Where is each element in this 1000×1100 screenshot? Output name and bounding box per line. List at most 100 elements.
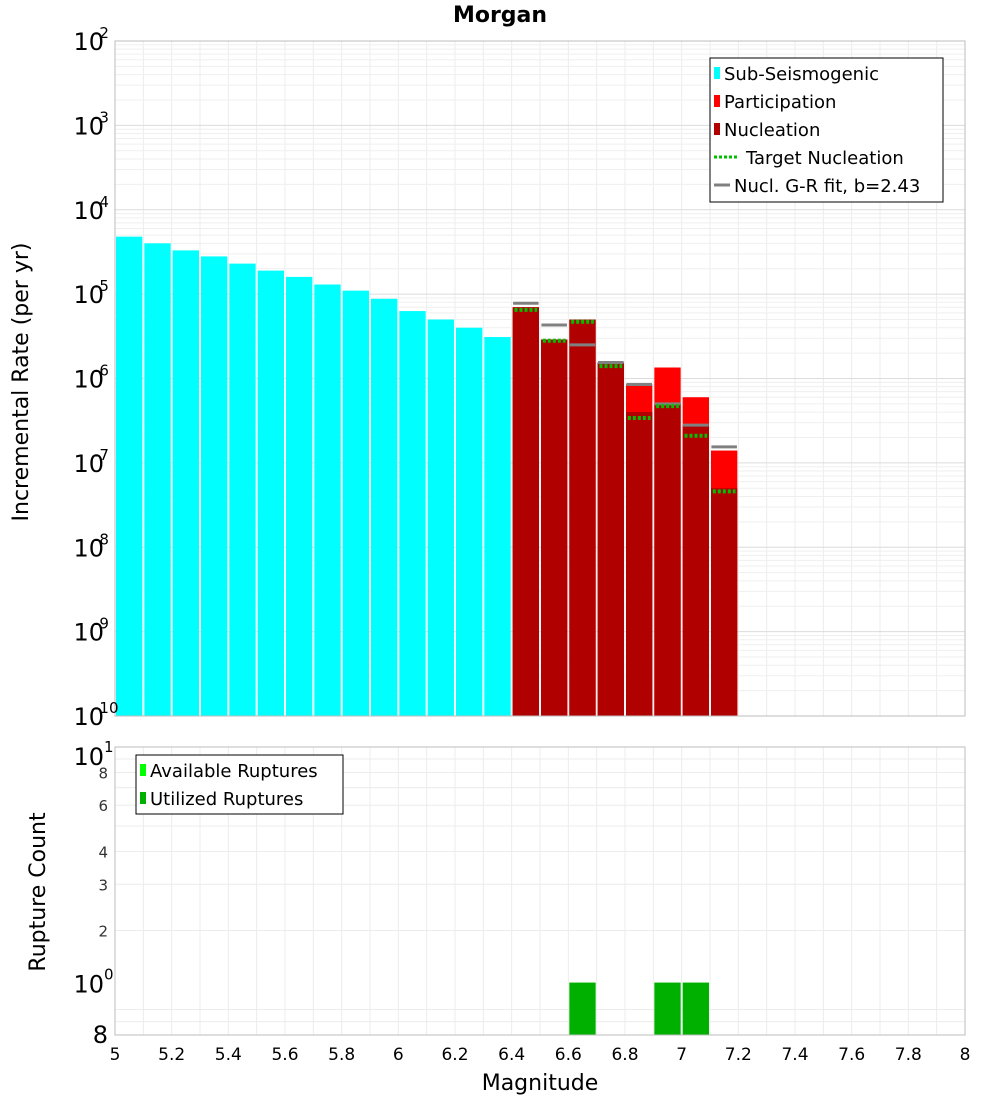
- y-minor-tick-label: 2: [98, 923, 108, 941]
- y-tick-label: 10-7: [73, 446, 109, 478]
- legend-swatch: [140, 764, 146, 776]
- legend-item: Nucl. G-R fit, b=2.43: [714, 176, 920, 197]
- bottom-plot-frame: [114, 746, 966, 1036]
- y-tick-base: 10: [73, 28, 104, 56]
- top-bars: [116, 236, 738, 717]
- y-tick-base: 10: [73, 703, 104, 731]
- x-tick-label: 5.2: [158, 1045, 185, 1065]
- top-lines: [513, 301, 737, 494]
- y-tick-exponent: -4: [94, 193, 109, 211]
- x-tick-label: 5: [110, 1045, 121, 1065]
- y-tick-base: 10: [73, 366, 104, 394]
- x-tick-label: 7.6: [838, 1045, 865, 1065]
- legend-label: Target Nucleation: [745, 148, 904, 169]
- sub-seismogenic-bar: [201, 256, 228, 716]
- y-tick-base: 10: [73, 619, 104, 647]
- y-tick-base: 10: [73, 197, 104, 225]
- y-tick-exponent: 1: [104, 738, 114, 756]
- y-tick-exponent: -3: [94, 108, 109, 126]
- sub-seismogenic-bar: [116, 236, 143, 716]
- legend-box: [135, 754, 344, 815]
- y-minor-tick-label: 8: [93, 1021, 108, 1049]
- y-minor-tick-label: 4: [98, 843, 108, 861]
- y-minor-tick-label: 8: [98, 764, 108, 782]
- y-tick-base: 10: [73, 112, 104, 140]
- legend-item: Sub-Seismogenic: [714, 64, 879, 85]
- bottom-y-axis-label: Rupture Count: [26, 812, 51, 972]
- y-tick-base: 10: [73, 743, 104, 771]
- sub-seismogenic-bar: [427, 319, 454, 716]
- top-legend: Sub-Seismogenic Participation Nucleation Ta…: [709, 57, 944, 203]
- y-tick-base: 10: [73, 281, 104, 309]
- legend-item: Nucleation: [714, 120, 820, 141]
- sub-seismogenic-bar: [456, 327, 483, 716]
- sub-seismogenic-bar: [229, 263, 256, 716]
- x-axis-label: Magnitude: [482, 1071, 599, 1096]
- legend-label: Utilized Ruptures: [150, 789, 303, 810]
- legend-swatch: [714, 123, 720, 135]
- x-tick-label: 8: [960, 1045, 971, 1065]
- y-tick-exponent: -2: [94, 24, 109, 42]
- y-tick-label: 10-3: [73, 108, 109, 140]
- x-tick-label: 7.4: [781, 1045, 808, 1065]
- y-tick-label: 10-4: [73, 193, 109, 225]
- utilized-ruptures-bar: [682, 982, 709, 1035]
- sub-seismogenic-bar: [399, 311, 426, 716]
- legend-label: Nucleation: [724, 120, 820, 141]
- y-tick-label: 10-10: [73, 699, 118, 731]
- sub-seismogenic-bar: [371, 298, 398, 716]
- sub-seismogenic-bar: [172, 250, 199, 717]
- nucleation-bar: [512, 307, 539, 716]
- legend-label: Available Ruptures: [150, 761, 318, 782]
- utilized-ruptures-bar: [569, 982, 596, 1035]
- sub-seismogenic-bar: [257, 270, 284, 716]
- legend-swatch: [714, 95, 720, 107]
- x-tick-label: 6.6: [555, 1045, 582, 1065]
- bottom-legend: Available Ruptures Utilized Ruptures: [135, 754, 344, 815]
- sub-seismogenic-bar: [144, 243, 171, 717]
- legend-swatch: [140, 792, 146, 804]
- y-tick-exponent: -9: [94, 615, 109, 633]
- legend-item: Participation: [714, 92, 836, 113]
- legend-box: [709, 57, 944, 203]
- nucleation-bar: [682, 425, 709, 716]
- y-tick-base: 10: [73, 971, 104, 999]
- legend-label: Participation: [724, 92, 836, 113]
- nucleation-bar: [569, 319, 596, 716]
- nucleation-bar: [541, 339, 568, 716]
- x-tick-label: 7.2: [725, 1045, 752, 1065]
- y-minor-tick-label: 6: [98, 797, 108, 815]
- y-tick-label: 10-6: [73, 362, 109, 394]
- sub-seismogenic-bar: [286, 276, 313, 716]
- x-tick-label: 5.4: [215, 1045, 242, 1065]
- legend-item: Target Nucleation: [714, 148, 904, 169]
- top-plot-frame: [114, 40, 966, 717]
- nucleation-bar: [711, 488, 738, 716]
- chart-title: Morgan: [453, 3, 547, 28]
- x-tick-label: 7: [676, 1045, 687, 1065]
- y-tick-exponent: -5: [94, 277, 109, 295]
- x-tick-label: 6.8: [611, 1045, 638, 1065]
- x-tick-label: 5.8: [328, 1045, 355, 1065]
- y-tick-base: 10: [73, 534, 104, 562]
- legend-label: Sub-Seismogenic: [724, 64, 879, 85]
- y-tick-exponent: -7: [94, 446, 109, 464]
- x-tick-label: 5.6: [271, 1045, 298, 1065]
- legend-item: Available Ruptures: [140, 761, 318, 782]
- legend-item: Utilized Ruptures: [140, 789, 303, 810]
- y-tick-base: 10: [73, 450, 104, 478]
- y-tick-exponent: -10: [94, 699, 119, 717]
- y-tick-label: 10 1: [73, 738, 113, 771]
- y-minor-tick-label: 3: [98, 876, 108, 894]
- y-tick-label: 10-9: [73, 615, 109, 647]
- nucleation-bar: [626, 412, 653, 716]
- nucleation-bar: [597, 362, 624, 716]
- sub-seismogenic-bar: [484, 337, 511, 716]
- x-tick-label: 6.4: [498, 1045, 525, 1065]
- y-tick-label: 10-8: [73, 530, 109, 562]
- sub-seismogenic-bar: [342, 290, 369, 716]
- utilized-ruptures-bar: [654, 982, 681, 1035]
